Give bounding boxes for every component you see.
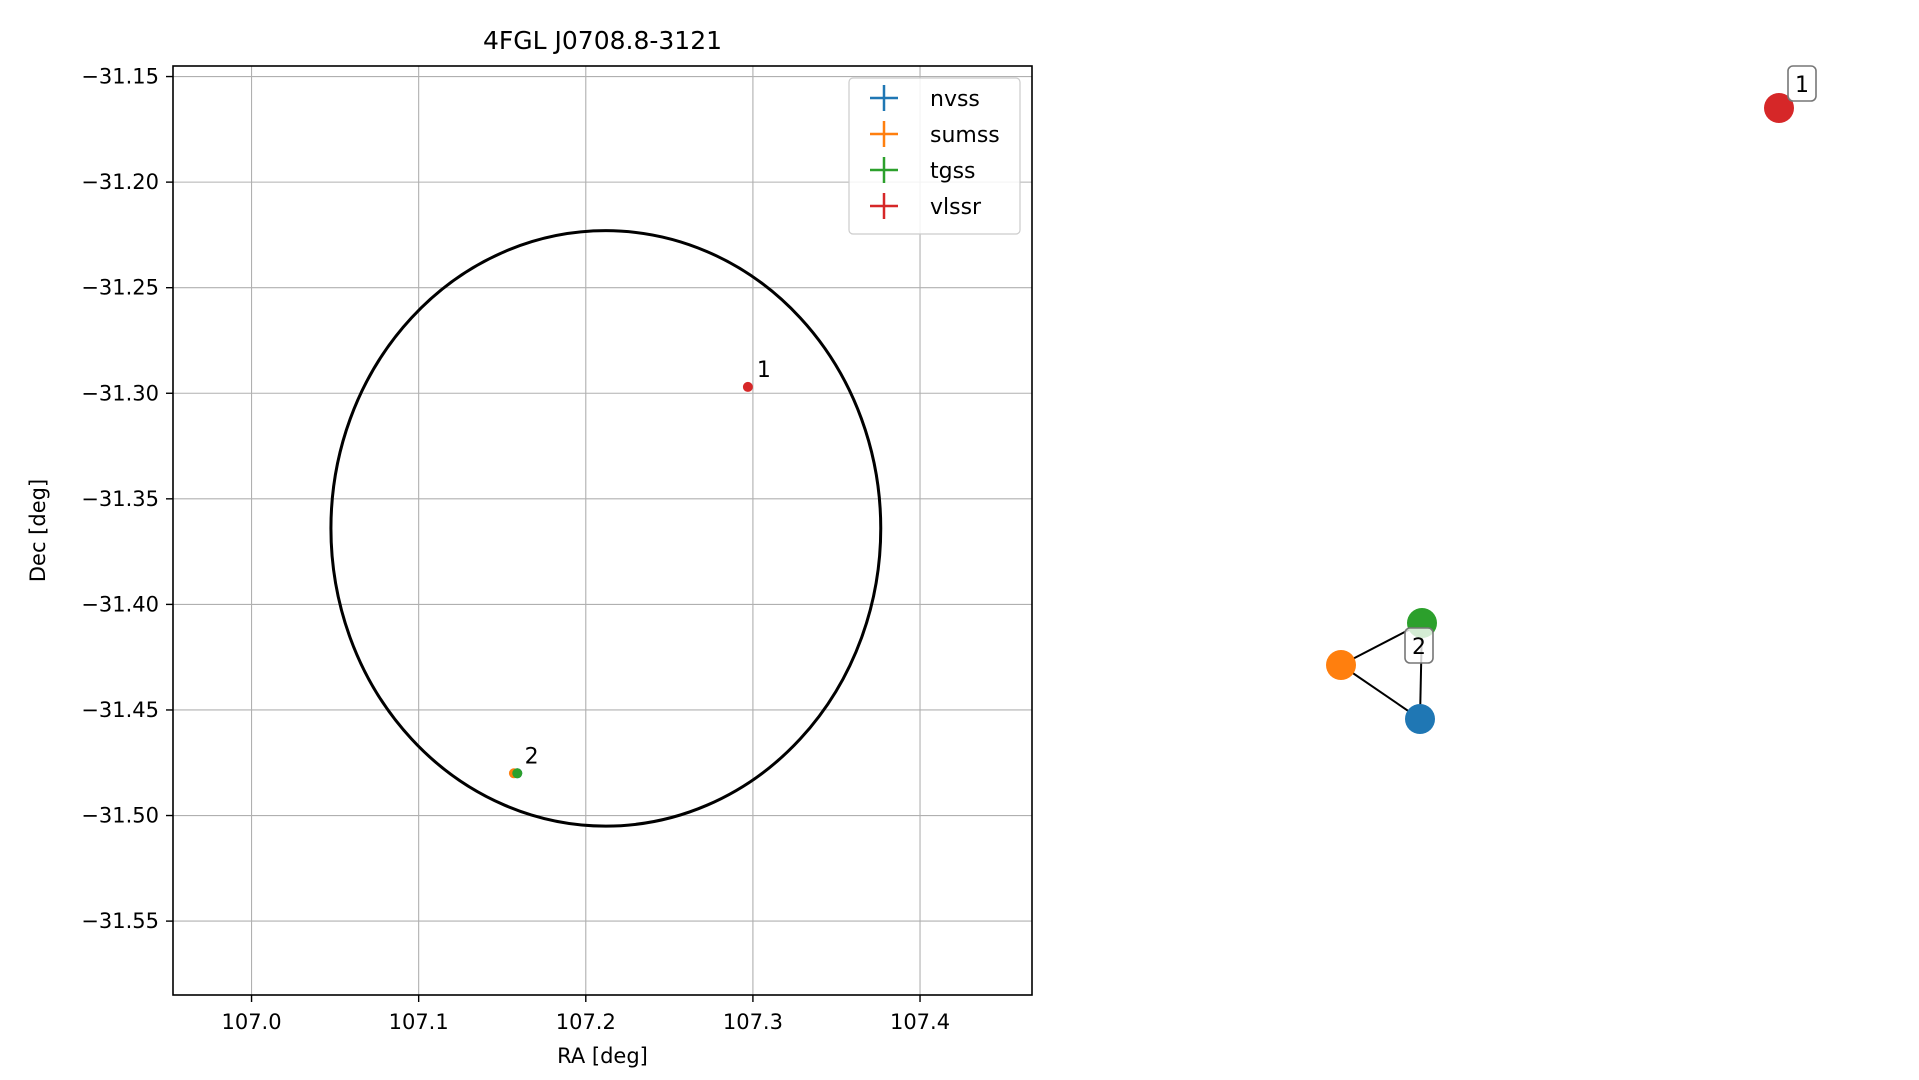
legend-box [848,77,1021,235]
legend-entry-vlssr: vlssr [930,195,982,220]
y-tick-label: −31.20 [81,170,159,194]
annotation-label: 1 [757,358,771,383]
graph-node-nvss [1405,704,1435,734]
legend-entry-sumss: sumss [930,123,1000,148]
graph-edge [1340,664,1421,720]
data-point-tgss [512,768,523,779]
y-tick-label: −31.50 [81,804,159,828]
y-tick-label: −31.35 [81,487,159,511]
localization-ellipse [329,229,883,828]
y-axis-label: Dec [deg] [26,479,50,582]
x-axis-label: RA [deg] [557,1044,648,1068]
legend-entry-nvss: nvss [930,87,980,112]
grid [173,66,1032,995]
graph-group-label: 1 [1795,73,1809,98]
y-tick-label: −31.25 [81,276,159,300]
x-tick-label: 107.1 [389,1010,449,1034]
y-tick-label: −31.15 [81,65,159,89]
legend: nvss sumss tgss vlssr [848,77,1021,235]
graph-label-box [1404,627,1434,664]
y-tick-label: −31.55 [81,909,159,933]
x-tick-label: 107.3 [723,1010,783,1034]
graph-node-sumss [1326,650,1356,680]
y-tick-label: −31.30 [81,381,159,405]
chart-title: 4FGL J0708.8-3121 [483,26,722,55]
y-tick-label: −31.45 [81,698,159,722]
x-tick-label: 107.2 [556,1010,616,1034]
annotation-label: 2 [525,744,539,769]
graph-group-label: 2 [1412,635,1426,660]
legend-entry-tgss: tgss [930,159,976,184]
data-point-vlssr [742,381,753,392]
y-tick-label: −31.40 [81,592,159,616]
graph-label-box [1787,65,1817,102]
x-tick-label: 107.0 [221,1010,281,1034]
x-tick-label: 107.4 [890,1010,950,1034]
axes-frame [172,65,1033,996]
graph-node-vlssr [1764,93,1794,123]
